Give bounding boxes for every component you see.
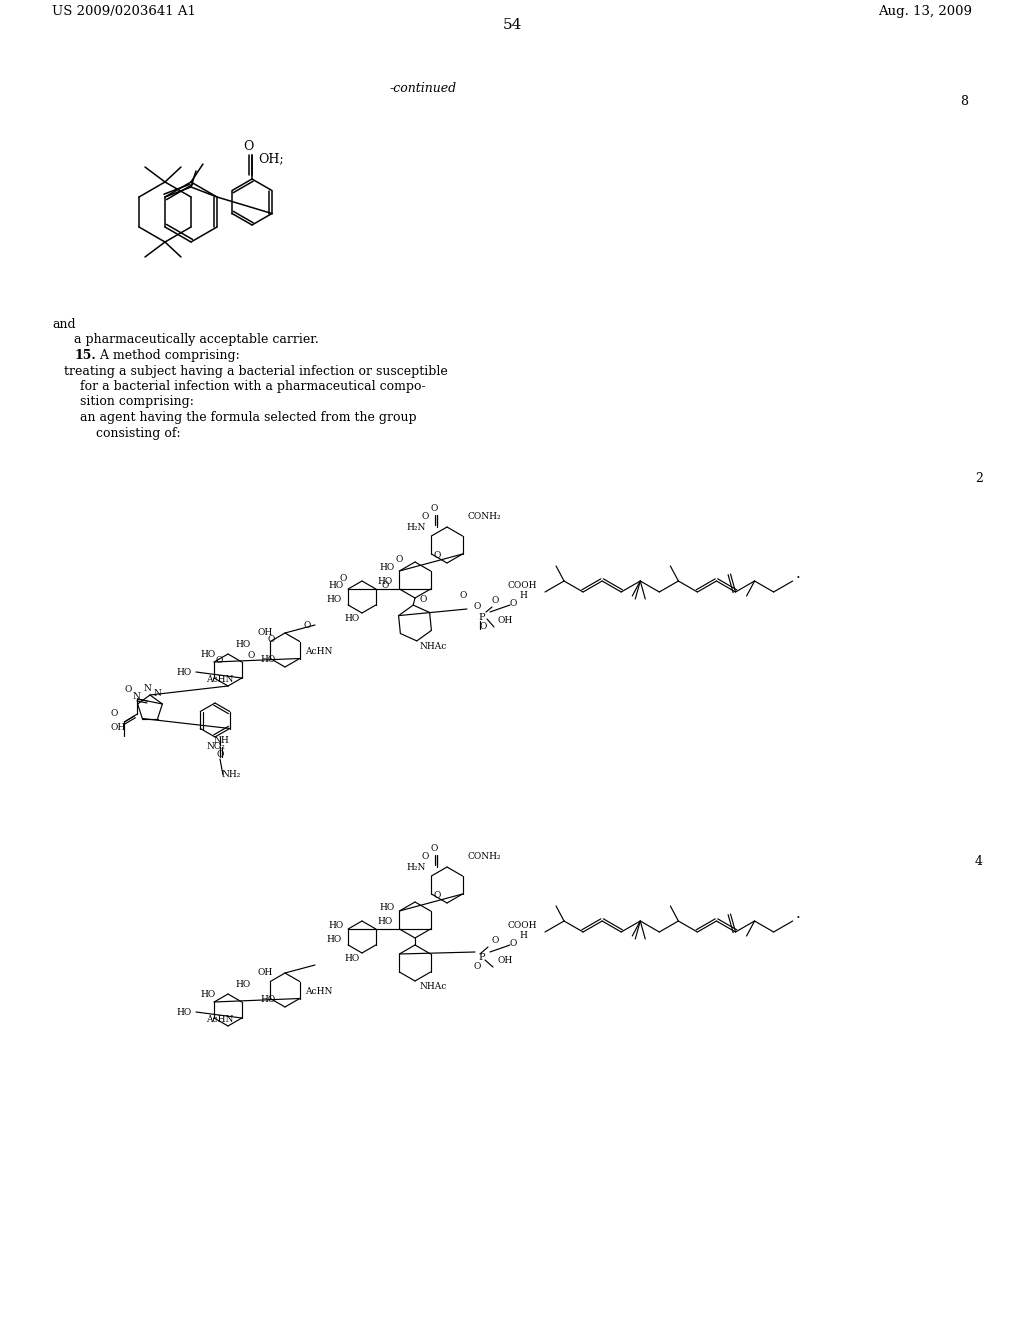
Text: NH: NH <box>213 737 228 744</box>
Text: NHAc: NHAc <box>420 982 447 991</box>
Text: O: O <box>422 512 429 521</box>
Text: HO: HO <box>377 577 392 586</box>
Text: NO₂: NO₂ <box>207 742 225 751</box>
Text: A method comprising:: A method comprising: <box>96 348 240 362</box>
Text: O: O <box>243 140 253 153</box>
Text: OH: OH <box>258 968 273 977</box>
Text: AcHN: AcHN <box>206 675 233 684</box>
Text: O: O <box>420 595 427 605</box>
Text: 54: 54 <box>503 18 521 32</box>
Text: COOH: COOH <box>508 921 538 931</box>
Text: N: N <box>143 684 151 693</box>
Text: H₂N: H₂N <box>406 862 425 871</box>
Text: HO: HO <box>344 954 359 964</box>
Text: CONH₂: CONH₂ <box>467 851 501 861</box>
Text: O: O <box>248 651 255 660</box>
Text: O: O <box>215 656 222 665</box>
Text: HO: HO <box>200 649 215 659</box>
Text: HO: HO <box>260 995 275 1005</box>
Text: COOH: COOH <box>508 581 538 590</box>
Text: HO: HO <box>234 979 250 989</box>
Text: O: O <box>124 685 132 694</box>
Text: CONH₂: CONH₂ <box>467 512 501 521</box>
Text: O: O <box>510 939 517 948</box>
Text: H: H <box>519 931 527 940</box>
Text: HO: HO <box>234 640 250 649</box>
Text: 2: 2 <box>975 473 983 484</box>
Text: N: N <box>153 689 161 698</box>
Text: treating a subject having a bacterial infection or susceptible: treating a subject having a bacterial in… <box>63 364 447 378</box>
Text: OH: OH <box>497 956 512 965</box>
Text: HO: HO <box>326 935 341 944</box>
Text: O: O <box>216 750 223 759</box>
Text: O: O <box>340 574 347 583</box>
Text: N: N <box>132 692 140 701</box>
Text: P: P <box>478 612 485 622</box>
Text: O: O <box>303 620 310 630</box>
Text: AcHN: AcHN <box>305 987 333 997</box>
Text: O: O <box>480 622 487 631</box>
Text: O: O <box>433 550 440 560</box>
Text: O: O <box>395 554 402 564</box>
Text: an agent having the formula selected from the group: an agent having the formula selected fro… <box>63 411 417 424</box>
Text: US 2009/0203641 A1: US 2009/0203641 A1 <box>52 5 196 18</box>
Text: OH: OH <box>258 628 273 638</box>
Text: HO: HO <box>260 655 275 664</box>
Text: O: O <box>430 843 437 853</box>
Text: O: O <box>474 602 481 611</box>
Text: HO: HO <box>326 594 341 603</box>
Text: O: O <box>492 597 500 605</box>
Text: O: O <box>492 936 500 945</box>
Text: O: O <box>430 504 437 513</box>
Text: OH: OH <box>111 723 126 733</box>
Text: 15.: 15. <box>74 348 96 362</box>
Text: HO: HO <box>200 990 215 999</box>
Text: 4: 4 <box>975 855 983 869</box>
Text: NH₂: NH₂ <box>221 770 241 779</box>
Text: H₂N: H₂N <box>406 523 425 532</box>
Text: sition comprising:: sition comprising: <box>63 396 194 408</box>
Text: AcHN: AcHN <box>305 647 333 656</box>
Text: .: . <box>796 907 801 921</box>
Text: -continued: -continued <box>390 82 457 95</box>
Text: Aug. 13, 2009: Aug. 13, 2009 <box>878 5 972 18</box>
Text: P: P <box>478 953 485 961</box>
Text: O: O <box>382 581 389 590</box>
Text: a pharmaceutically acceptable carrier.: a pharmaceutically acceptable carrier. <box>74 334 318 346</box>
Text: HO: HO <box>377 916 392 925</box>
Text: O: O <box>510 599 517 609</box>
Text: OH: OH <box>497 616 512 624</box>
Text: and: and <box>52 318 76 331</box>
Text: consisting of:: consisting of: <box>63 426 180 440</box>
Text: O: O <box>474 962 481 972</box>
Text: HO: HO <box>379 903 394 912</box>
Text: O: O <box>111 709 118 718</box>
Text: AcHN: AcHN <box>206 1015 233 1024</box>
Text: HO: HO <box>176 1008 191 1016</box>
Text: OH;: OH; <box>258 153 284 165</box>
Text: HO: HO <box>344 614 359 623</box>
Text: H: H <box>519 591 527 601</box>
Text: O: O <box>433 891 440 900</box>
Text: for a bacterial infection with a pharmaceutical compo-: for a bacterial infection with a pharmac… <box>63 380 426 393</box>
Text: HO: HO <box>328 921 343 931</box>
Text: O: O <box>422 851 429 861</box>
Text: HO: HO <box>328 582 343 590</box>
Text: HO: HO <box>379 562 394 572</box>
Text: O: O <box>267 635 274 644</box>
Text: 8: 8 <box>961 95 968 108</box>
Text: HO: HO <box>176 668 191 677</box>
Text: .: . <box>796 568 801 581</box>
Text: O: O <box>460 591 467 601</box>
Text: NHAc: NHAc <box>420 642 447 651</box>
